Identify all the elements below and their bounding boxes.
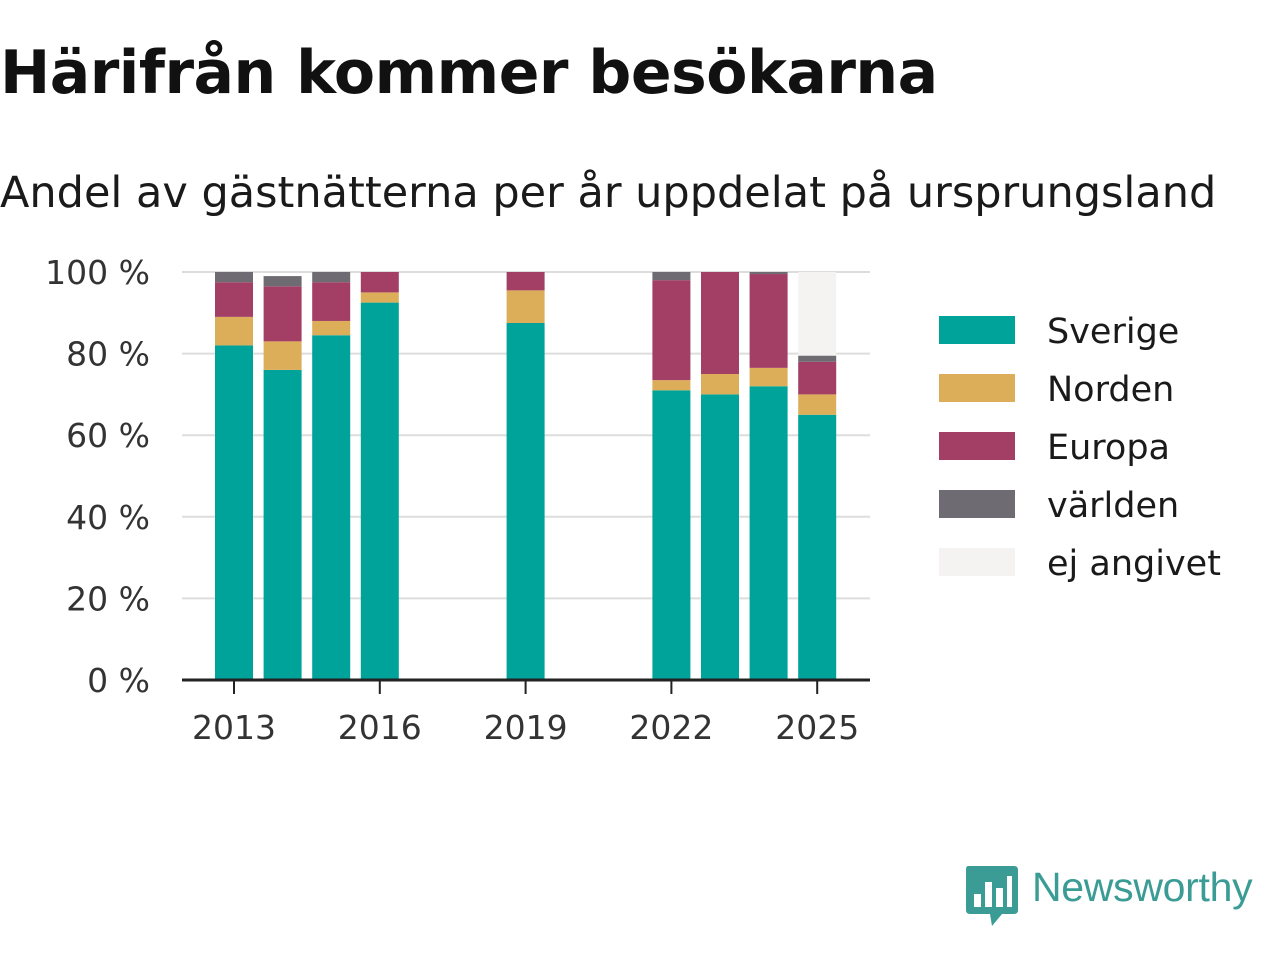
- bar-segment: [798, 361, 837, 395]
- bar-segment: [360, 302, 399, 680]
- bar-segment: [749, 274, 788, 368]
- bar-segment: [652, 380, 691, 391]
- bar-segment: [360, 292, 399, 303]
- bar-segment: [652, 280, 691, 381]
- y-tick-label: 0 %: [87, 661, 150, 700]
- bar-segment: [506, 272, 545, 291]
- bar-segment: [798, 355, 837, 362]
- newsworthy-logo-icon: [966, 866, 1018, 926]
- chart-title: Härifrån kommer besökarna: [0, 38, 938, 108]
- bar-segment: [749, 367, 788, 387]
- bar-segment: [312, 282, 351, 321]
- bar-segment: [215, 272, 253, 283]
- bar-segment: [701, 394, 739, 680]
- bar-segment: [215, 316, 253, 346]
- x-tick-label: 2019: [484, 708, 568, 747]
- bars: [215, 272, 837, 680]
- bar-segment: [312, 335, 351, 680]
- bar-segment: [749, 272, 788, 275]
- bar-segment: [263, 341, 302, 370]
- bar-segment: [263, 276, 302, 287]
- x-tick-label: 2022: [629, 708, 713, 747]
- bar-segment: [215, 282, 253, 317]
- bar-segment: [701, 374, 739, 395]
- bar-segment: [798, 414, 837, 680]
- bar-segment: [312, 320, 351, 336]
- chart-subtitle: Andel av gästnätterna per år uppdelat på…: [0, 168, 1217, 218]
- x-tick-label: 2025: [775, 708, 859, 747]
- y-tick-label: 20 %: [66, 579, 150, 618]
- bar-segment: [798, 272, 837, 356]
- legend-swatch: [939, 316, 1015, 344]
- bar-segment: [798, 394, 837, 415]
- legend-label: världen: [1047, 486, 1179, 526]
- newsworthy-logo: Newsworthy: [962, 862, 1280, 928]
- y-tick-label: 60 %: [66, 416, 150, 455]
- bar-segment: [506, 290, 545, 323]
- axes: 0 % 20 % 40 % 60 % 80 % 100 % 2013 2016 2019 2022…: [45, 253, 870, 747]
- bar-segment: [652, 272, 691, 281]
- legend-label: Sverige: [1047, 312, 1179, 352]
- y-tick-label: 100 %: [45, 253, 150, 292]
- bar-segment: [263, 369, 302, 680]
- legend-label: ej angivet: [1047, 544, 1221, 584]
- legend-swatch: [939, 374, 1015, 402]
- legend-swatch: [939, 432, 1015, 460]
- legend-label: Europa: [1047, 428, 1170, 468]
- legend: Sverige Norden Europa världen ej angivet: [939, 312, 1221, 584]
- bar-segment: [360, 272, 399, 293]
- legend-swatch: [939, 548, 1015, 576]
- logo-text: Newsworthy: [1032, 864, 1253, 910]
- y-tick-label: 40 %: [66, 498, 150, 537]
- y-tick-label: 80 %: [66, 335, 150, 374]
- bar-segment: [749, 386, 788, 680]
- x-tick-label: 2013: [192, 708, 276, 747]
- bar-segment: [312, 272, 351, 283]
- bar-segment: [263, 286, 302, 342]
- bar-segment: [701, 272, 739, 374]
- bar-segment: [506, 323, 545, 680]
- legend-label: Norden: [1047, 370, 1174, 410]
- x-tick-label: 2016: [338, 708, 422, 747]
- bar-segment: [215, 345, 253, 680]
- legend-swatch: [939, 490, 1015, 518]
- bar-segment: [652, 390, 691, 680]
